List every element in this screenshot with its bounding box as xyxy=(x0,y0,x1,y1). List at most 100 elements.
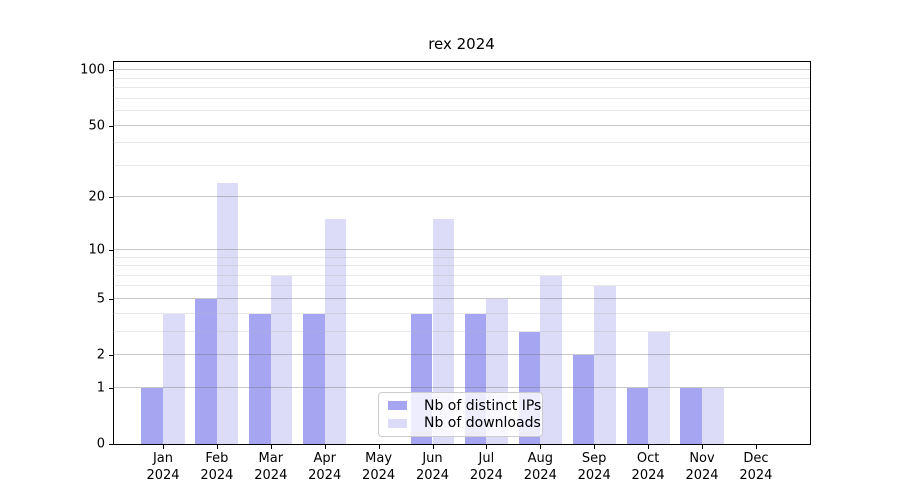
x-tick-label-year: 2024 xyxy=(415,468,450,483)
x-tick-mark xyxy=(432,445,434,449)
x-tick-mark xyxy=(755,445,757,449)
x-tick-label: Nov 2024 xyxy=(685,451,719,483)
bar-distinct-ips xyxy=(626,387,649,444)
gridline-major xyxy=(113,69,810,71)
bar-distinct-ips xyxy=(141,387,163,444)
x-tick-label: May 2024 xyxy=(362,451,396,483)
bar-downloads xyxy=(702,387,724,444)
gridline-major xyxy=(113,248,810,250)
y-tick-mark xyxy=(109,355,113,356)
gridline-minor xyxy=(113,142,810,144)
gridline-minor xyxy=(113,109,810,111)
bar-distinct-ips xyxy=(572,355,595,444)
x-tick-mark xyxy=(324,445,326,449)
gridline-major xyxy=(113,354,810,355)
x-tick-mark xyxy=(163,445,164,449)
y-tick-label: 50 xyxy=(88,118,105,133)
y-tick-label: 100 xyxy=(80,62,105,78)
x-tick-label: Aug 2024 xyxy=(523,451,557,483)
plot-spine-left xyxy=(113,61,114,445)
gridline-minor xyxy=(113,274,810,276)
y-tick-label: 2 xyxy=(96,347,105,363)
x-tick-mark xyxy=(540,445,542,449)
x-tick-mark xyxy=(270,445,272,449)
bar-downloads xyxy=(594,286,616,444)
gridline-minor xyxy=(113,265,810,266)
x-tick-label-year: 2024 xyxy=(631,468,665,483)
bar-downloads xyxy=(163,313,185,444)
x-tick-label: Mar 2024 xyxy=(254,451,288,483)
x-tick-label-year: 2024 xyxy=(200,468,234,483)
x-tick-label-year: 2024 xyxy=(685,468,719,483)
bar-downloads xyxy=(432,219,455,444)
x-tick-label: Oct 2024 xyxy=(631,451,665,483)
x-tick-mark xyxy=(594,445,596,449)
y-tick-mark xyxy=(109,249,113,251)
gridline-minor xyxy=(113,77,810,79)
bar-downloads xyxy=(648,331,670,444)
gridline-major xyxy=(113,124,810,126)
x-tick-label: Jun 2024 xyxy=(415,451,450,483)
x-tick-label-year: 2024 xyxy=(469,468,503,483)
x-tick-mark xyxy=(216,445,218,449)
gridline-minor xyxy=(113,330,810,332)
bar-downloads xyxy=(270,275,293,444)
legend-label-downloads: Nb of downloads xyxy=(424,415,541,432)
y-tick-label: 0 xyxy=(96,436,105,452)
y-tick-mark xyxy=(109,298,113,300)
bar-downloads xyxy=(324,219,347,444)
plot-area xyxy=(113,61,810,444)
legend-entry-downloads: Nb of downloads xyxy=(388,415,541,433)
bar-distinct-ips xyxy=(249,313,271,444)
x-tick-label-year: 2024 xyxy=(146,468,180,483)
plot-spine-bottom xyxy=(113,444,811,445)
x-tick-label: Feb 2024 xyxy=(200,451,234,483)
y-tick-mark xyxy=(109,125,113,127)
gridline-major xyxy=(113,196,810,198)
x-tick-label: Apr 2024 xyxy=(308,451,342,483)
gridline-major xyxy=(113,386,810,388)
gridline-minor xyxy=(113,312,810,314)
legend-swatch-distinct-ips xyxy=(388,401,407,411)
gridline-minor xyxy=(113,164,810,166)
x-tick-label-year: 2024 xyxy=(577,468,611,483)
x-tick-label-year: 2024 xyxy=(308,468,342,483)
y-tick-label: 20 xyxy=(88,189,105,205)
x-tick-mark xyxy=(378,445,380,449)
bar-downloads xyxy=(540,275,562,444)
x-tick-label-year: 2024 xyxy=(523,468,557,483)
x-tick-label-year: 2024 xyxy=(739,468,773,483)
legend-swatch-downloads xyxy=(388,418,407,428)
y-tick-label: 10 xyxy=(88,242,105,258)
x-tick-mark xyxy=(702,445,703,449)
gridline-major xyxy=(113,297,810,299)
gridline-minor xyxy=(113,285,810,287)
gridline-minor xyxy=(113,87,810,88)
x-tick-mark xyxy=(648,445,650,449)
gridline-minor xyxy=(113,256,810,258)
x-tick-label: Dec 2024 xyxy=(739,451,773,483)
legend-entry-distinct-ips: Nb of distinct IPs xyxy=(388,397,541,415)
bar-downloads xyxy=(216,183,239,444)
y-tick-label: 5 xyxy=(96,291,105,307)
bar-distinct-ips xyxy=(195,298,217,444)
y-tick-mark xyxy=(109,444,113,445)
bar-distinct-ips xyxy=(680,387,702,444)
y-tick-mark xyxy=(109,70,113,72)
legend: Nb of distinct IPs Nb of downloads xyxy=(378,392,543,437)
x-tick-label: Jul 2024 xyxy=(469,451,503,483)
plot-spine-top xyxy=(113,61,811,62)
y-tick-label: 1 xyxy=(96,380,105,396)
gridline-minor xyxy=(113,97,810,99)
legend-label-distinct-ips: Nb of distinct IPs xyxy=(424,397,542,414)
x-tick-label-year: 2024 xyxy=(254,468,288,483)
x-tick-label: Jan 2024 xyxy=(146,451,180,483)
bar-distinct-ips xyxy=(303,313,325,444)
y-tick-mark xyxy=(109,387,113,389)
y-tick-mark xyxy=(109,197,113,199)
x-tick-label: Sep 2024 xyxy=(577,451,611,483)
chart-title: rex 2024 xyxy=(428,35,495,53)
x-tick-label-year: 2024 xyxy=(362,468,396,483)
plot-spine-right xyxy=(810,61,811,445)
